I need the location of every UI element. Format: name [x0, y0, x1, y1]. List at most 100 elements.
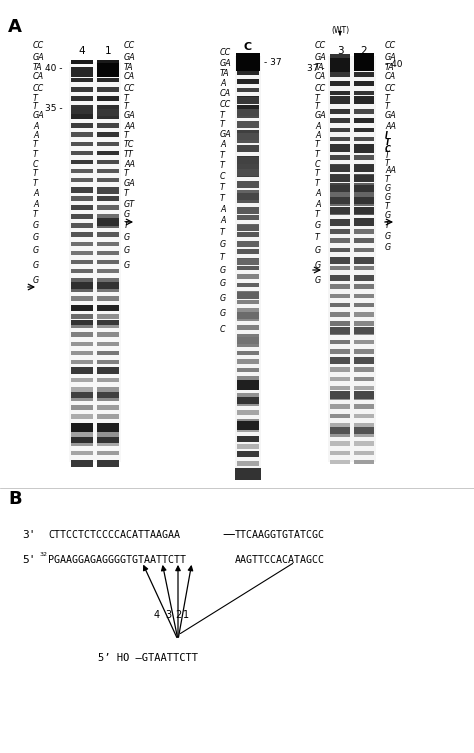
Text: T: T	[315, 169, 320, 178]
Bar	[354, 218, 374, 226]
Text: TA: TA	[220, 69, 229, 78]
Text: A: A	[33, 189, 38, 198]
Bar	[237, 275, 259, 279]
Bar	[71, 432, 93, 437]
Text: TA: TA	[33, 62, 43, 72]
Bar	[354, 211, 374, 215]
Bar	[71, 178, 93, 182]
Text: 2: 2	[361, 46, 367, 56]
Bar	[354, 192, 374, 197]
Bar	[97, 224, 119, 228]
Bar	[71, 278, 93, 282]
Bar	[237, 291, 259, 296]
Bar	[237, 62, 259, 67]
Bar	[97, 187, 119, 194]
Bar	[71, 387, 93, 392]
Text: T: T	[33, 94, 38, 103]
Bar	[330, 322, 350, 326]
Text: GT: GT	[124, 200, 135, 209]
Text: T: T	[315, 150, 320, 159]
Text: 3: 3	[165, 610, 172, 620]
Bar	[330, 201, 350, 206]
Text: G: G	[385, 193, 391, 202]
Bar	[97, 218, 119, 226]
Bar	[97, 78, 119, 82]
Bar	[354, 294, 374, 298]
Bar	[354, 63, 374, 68]
Bar	[71, 215, 93, 219]
Bar	[71, 333, 93, 337]
Bar	[97, 287, 119, 291]
Bar	[237, 122, 259, 127]
Bar	[354, 395, 374, 400]
Bar	[237, 172, 259, 177]
Bar	[330, 197, 350, 203]
Bar	[97, 142, 119, 146]
Bar	[237, 147, 259, 151]
Text: T: T	[385, 94, 390, 103]
Bar	[330, 367, 350, 372]
Text: T: T	[385, 159, 390, 168]
Text: I: I	[385, 131, 388, 140]
Text: CC: CC	[315, 84, 326, 93]
Bar	[71, 105, 93, 110]
Bar	[237, 393, 259, 398]
Bar	[237, 343, 259, 347]
Bar	[237, 385, 259, 389]
Bar	[237, 225, 259, 231]
Text: T: T	[33, 210, 38, 219]
Text: GA: GA	[385, 53, 397, 62]
Bar	[71, 422, 93, 431]
Bar	[71, 351, 93, 355]
Bar	[71, 59, 93, 64]
Bar	[97, 333, 119, 337]
Text: G: G	[220, 279, 226, 288]
Text: G: G	[220, 309, 226, 318]
Bar	[354, 432, 374, 437]
Bar	[97, 278, 119, 282]
Bar	[71, 378, 93, 383]
Text: AAGTTCCACATAGCC: AAGTTCCACATAGCC	[235, 555, 325, 565]
Text: T: T	[315, 179, 320, 188]
Bar	[71, 151, 93, 155]
Bar	[97, 405, 119, 410]
Bar	[237, 181, 259, 185]
Text: CC: CC	[315, 41, 326, 50]
Text: T: T	[220, 120, 225, 129]
Text: GA: GA	[33, 111, 45, 120]
Bar	[237, 380, 259, 390]
Text: T: T	[220, 194, 225, 203]
Bar	[330, 184, 350, 191]
Bar	[354, 164, 374, 169]
Bar	[97, 296, 119, 300]
Text: 37 -: 37 -	[307, 63, 325, 72]
Text: CC: CC	[33, 84, 44, 93]
Text: A: A	[33, 200, 38, 209]
Text: T: T	[315, 210, 320, 219]
Bar	[354, 127, 374, 132]
Bar	[71, 114, 93, 119]
Bar	[237, 53, 259, 58]
Bar	[237, 397, 259, 404]
Bar	[354, 460, 374, 465]
Text: CC: CC	[124, 84, 135, 93]
Bar	[97, 151, 119, 155]
Bar	[237, 283, 259, 288]
Text: 1: 1	[183, 610, 190, 620]
Bar	[354, 155, 374, 160]
Bar	[97, 63, 119, 77]
Bar	[237, 215, 259, 220]
Text: A: A	[315, 189, 320, 198]
Bar	[71, 169, 93, 173]
Bar	[354, 356, 374, 364]
Bar	[71, 187, 93, 193]
Bar	[330, 413, 350, 418]
Bar	[237, 436, 259, 442]
Bar	[97, 105, 119, 110]
Bar	[330, 58, 350, 72]
Bar	[97, 123, 119, 128]
Bar	[97, 305, 119, 309]
Bar	[330, 211, 350, 215]
Text: 40 -: 40 -	[46, 63, 63, 72]
Bar	[330, 404, 350, 409]
